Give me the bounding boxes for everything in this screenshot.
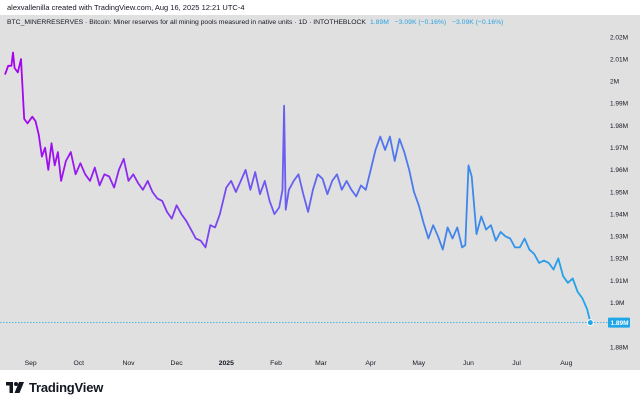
y-tick-label: 1.91M (610, 278, 628, 285)
x-tick-label: Mar (315, 360, 327, 367)
price-chart[interactable]: Sep Oct Nov Dec 2025 Feb Mar Apr May Jun Jul Aug 2.… (0, 15, 640, 370)
symbol-description: BTC_MINERRESERVES · Bitcoin: Miner reser… (7, 19, 366, 26)
x-tick-label: May (412, 360, 425, 367)
y-tick-label: 2M (610, 79, 619, 86)
x-tick-label: 2025 (219, 360, 234, 367)
x-tick-label: Aug (560, 360, 572, 367)
brand-name: TradingView (29, 380, 104, 395)
y-tick-label: 1.94M (610, 211, 628, 218)
y-tick-label: 1.9M (610, 300, 624, 307)
y-tick-label: 2.01M (610, 56, 628, 63)
y-tick-label: 2.02M (610, 34, 628, 41)
x-tick-label: Dec (171, 360, 184, 367)
x-tick-label: Apr (365, 360, 376, 367)
change-value-2: −3.09K (−0.16%) (452, 19, 504, 26)
x-tick-label: Oct (73, 360, 84, 367)
footer: TradingView (6, 380, 103, 395)
x-tick-label: Sep (25, 360, 37, 367)
last-value: 1.89M (369, 19, 389, 26)
change-value-1: −3.09K (−0.16%) (394, 19, 447, 26)
x-tick-label: Jun (463, 360, 474, 367)
y-tick-label: 1.92M (610, 256, 628, 263)
y-tick-label: 1.95M (610, 189, 628, 196)
last-value-label: 1.89M (608, 317, 630, 328)
tradingview-logo-icon (6, 382, 24, 393)
x-tick-label: Nov (122, 360, 135, 367)
y-axis: 2.02M 2.01M 2M 1.99M 1.98M 1.97M 1.96M 1.95M 1.9… (610, 34, 628, 351)
chart-legend: BTC_MINERRESERVES · Bitcoin: Miner reser… (7, 19, 503, 26)
series-line[interactable] (4, 51, 592, 323)
y-tick-label: 1.99M (610, 101, 628, 108)
y-tick-label: 1.93M (610, 234, 628, 241)
x-tick-label: Jul (512, 360, 521, 367)
y-tick-label: 1.96M (610, 167, 628, 174)
chart-panel (0, 15, 640, 370)
y-tick-label: 1.97M (610, 145, 628, 152)
last-value-dot (586, 319, 594, 327)
x-axis: Sep Oct Nov Dec 2025 Feb Mar Apr May Jun Jul Aug (25, 360, 573, 367)
y-tick-label: 1.88M (610, 344, 628, 351)
x-tick-label: Feb (270, 360, 282, 367)
chart-caption: alexvallenilla created with TradingView.… (7, 3, 245, 12)
svg-text:1.89M: 1.89M (611, 320, 629, 327)
y-tick-label: 1.98M (610, 123, 628, 130)
